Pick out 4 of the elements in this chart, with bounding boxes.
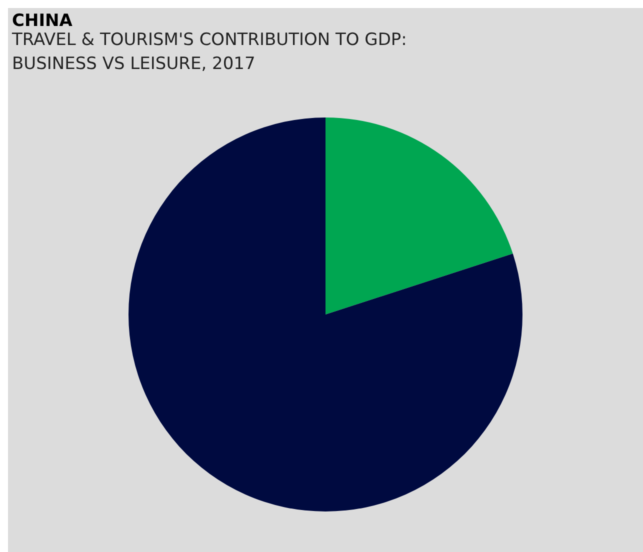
chart-title: CHINA xyxy=(12,11,74,31)
chart-subtitle: TRAVEL & TOURISM'S CONTRIBUTION TO GDP: BUSINESS VS LEISURE, 2017 xyxy=(11,30,407,74)
pie-slice xyxy=(128,118,522,512)
pie-slice xyxy=(326,118,513,314)
